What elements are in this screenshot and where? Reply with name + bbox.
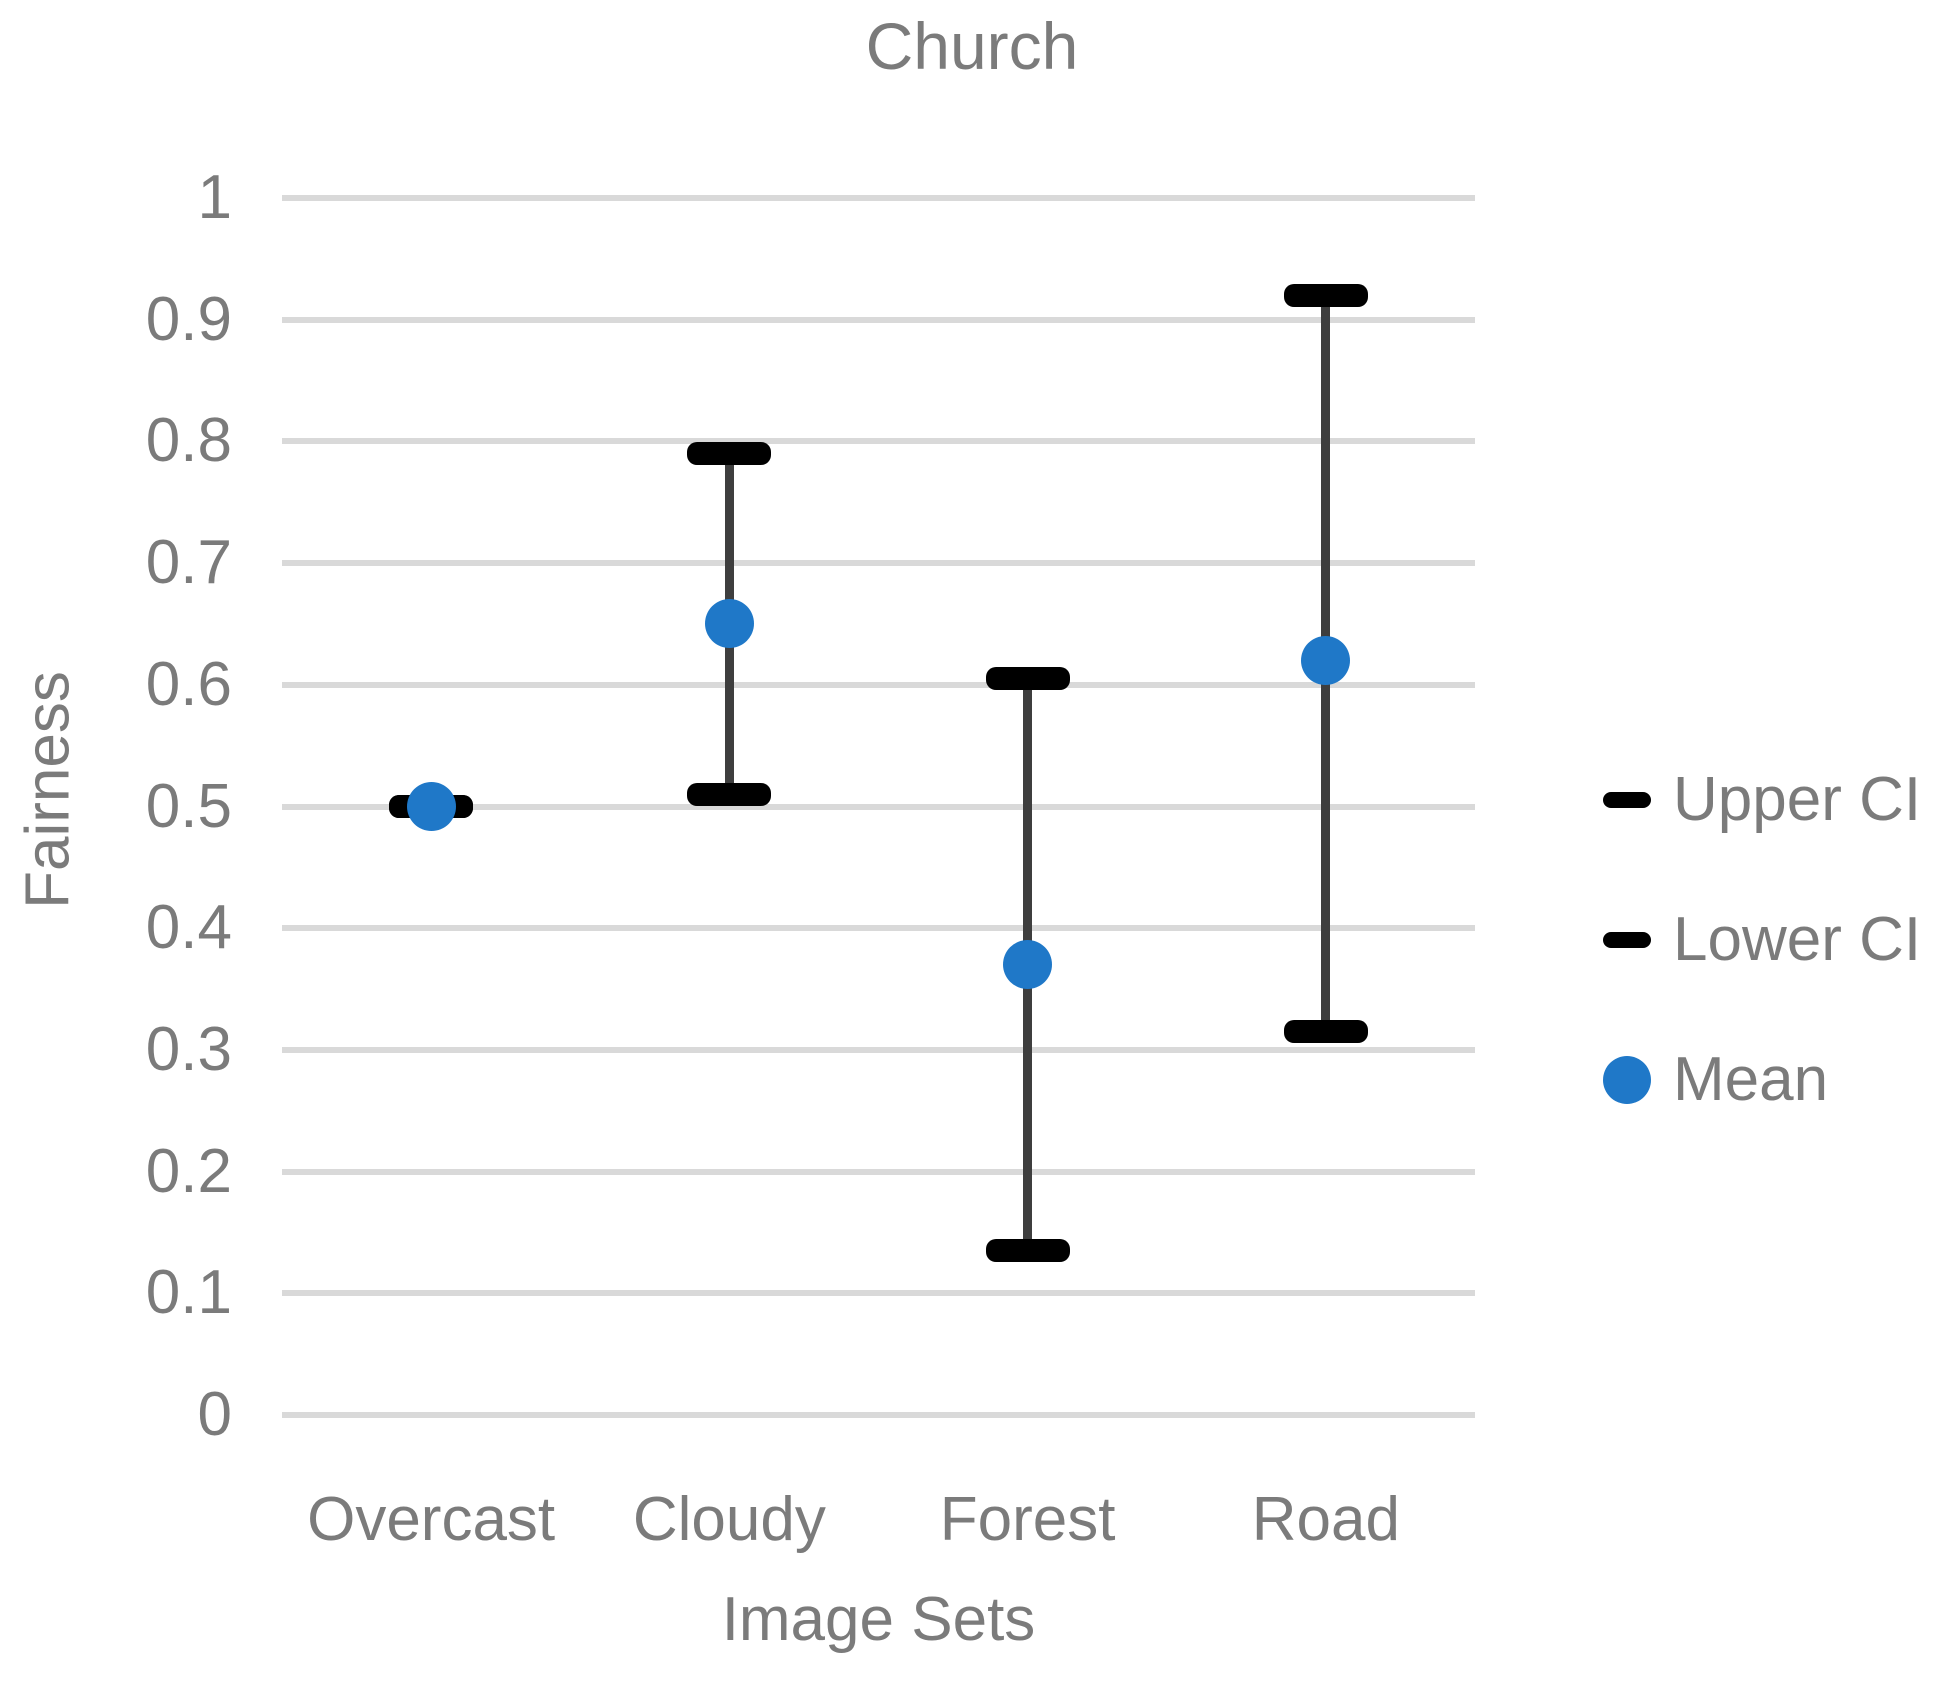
gridline	[282, 1290, 1475, 1297]
legend-item-upper-ci: Upper CI	[1603, 765, 1922, 834]
lower-ci-cap	[985, 1239, 1070, 1263]
y-tick-label: 0.9	[145, 284, 232, 354]
mean-point	[1301, 635, 1351, 685]
gridline	[282, 195, 1475, 201]
x-category-label: Cloudy	[632, 1485, 826, 1554]
upper-ci-cap	[1283, 283, 1368, 307]
mean-point	[1003, 940, 1053, 990]
gridline	[282, 560, 1475, 567]
lower-ci-cap	[687, 782, 772, 806]
legend-item-label: Mean	[1673, 1045, 1829, 1114]
legend-item-mean: Mean	[1603, 1045, 1829, 1114]
y-tick-label: 0.8	[145, 406, 232, 476]
legend-item-label: Lower CI	[1673, 905, 1922, 974]
y-tick-label: 0.5	[145, 771, 232, 841]
gridline	[282, 1168, 1475, 1175]
y-tick-label: 0.7	[145, 528, 232, 598]
legend-marker-dash-icon	[1603, 932, 1651, 948]
lower-ci-cap	[1283, 1020, 1368, 1044]
y-tick-label: 1	[197, 163, 232, 232]
y-tick-label: 0.1	[145, 1258, 232, 1328]
legend-item-lower-ci: Lower CI	[1603, 905, 1922, 974]
mean-point	[704, 599, 754, 649]
upper-ci-cap	[985, 667, 1070, 691]
mean-point	[406, 782, 456, 831]
gridline	[282, 681, 1475, 688]
gridline	[282, 803, 1475, 810]
x-axis-title: Image Sets	[721, 1585, 1036, 1654]
y-tick-label: 0.3	[145, 1014, 232, 1084]
y-tick-label: 0	[197, 1380, 232, 1449]
gridline	[282, 438, 1475, 445]
y-tick-label: 0.2	[145, 1136, 232, 1206]
gridline	[282, 316, 1475, 323]
y-tick-label: 0.6	[145, 649, 232, 719]
gridline	[282, 1412, 1475, 1418]
legend-marker-circle-icon	[1603, 1056, 1651, 1104]
gridline	[282, 925, 1475, 932]
chart-title: Church	[865, 9, 1079, 83]
y-tick-label: 0.4	[145, 893, 232, 963]
gridline	[282, 1046, 1475, 1053]
legend-item-label: Upper CI	[1673, 765, 1922, 834]
x-category-label: Forest	[939, 1485, 1116, 1554]
x-category-label: Road	[1251, 1485, 1400, 1554]
legend-marker-dash-icon	[1603, 792, 1651, 808]
x-category-label: Overcast	[307, 1485, 556, 1554]
upper-ci-cap	[687, 442, 772, 466]
